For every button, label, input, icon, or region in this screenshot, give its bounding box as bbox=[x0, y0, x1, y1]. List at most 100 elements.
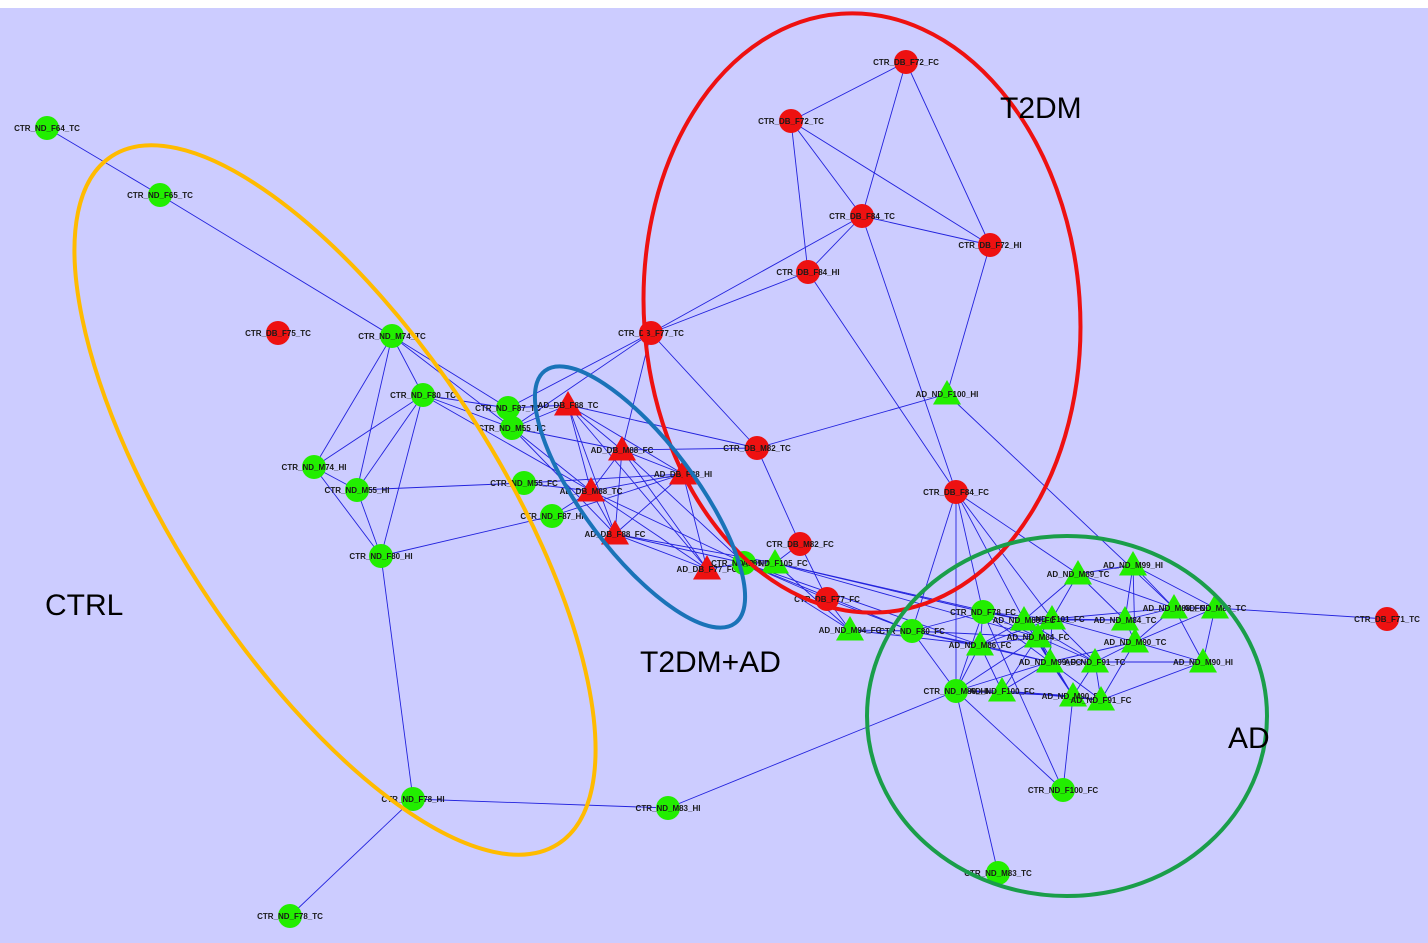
group-ellipse bbox=[641, 11, 1083, 615]
node-label: CTR_DB_F75_TC bbox=[245, 329, 311, 338]
node-ad-nd-m83-tc[interactable]: AD_ND_M83_TC bbox=[1184, 594, 1247, 619]
triangle-node-shape bbox=[1119, 551, 1147, 576]
node-ctr-db-f84-hi[interactable]: CTR_DB_F84_HI bbox=[776, 260, 840, 284]
node-ctr-nd-m89-hi[interactable]: CTR_ND_M89_HI bbox=[924, 679, 989, 703]
node-label: CTR_ND_F87_TC bbox=[475, 404, 541, 413]
circle-node-shape bbox=[512, 471, 536, 495]
edge bbox=[861, 61, 907, 217]
node-label: CTR_DB_F84_FC bbox=[923, 488, 989, 497]
node-label: CTR_DB_M82_TC bbox=[723, 444, 791, 453]
node-ctr-db-f72-hi[interactable]: CTR_DB_F72_HI bbox=[958, 233, 1022, 257]
node-ctr-nd-f80-tc[interactable]: CTR_ND_F80_TC bbox=[390, 383, 456, 407]
node-ctr-db-f75-tc[interactable]: CTR_DB_F75_TC bbox=[245, 321, 311, 345]
node-ad-nd-m94-fc[interactable]: AD_ND_M94_FC bbox=[819, 616, 882, 641]
node-label: CTR_ND_F78_HI bbox=[381, 795, 444, 804]
edge bbox=[667, 690, 957, 809]
node-ad-db-m88-fc[interactable]: AD_DB_M88_FC bbox=[591, 436, 654, 461]
circle-node-shape bbox=[266, 321, 290, 345]
node-ad-nd-f105-fc[interactable]: AD_ND_F105_FC bbox=[742, 549, 808, 574]
node-layer: CTR_ND_F64_TC CTR_ND_F65_TC CTR_DB_F75_TC C… bbox=[14, 50, 1420, 928]
node-ad-nd-m99-fc[interactable]: AD_ND_M99_FC bbox=[1019, 648, 1082, 673]
node-label: AD_DB_M88_TC bbox=[560, 487, 623, 496]
node-ad-db-m88-tc[interactable]: AD_DB_M88_TC bbox=[560, 477, 623, 502]
edge bbox=[356, 482, 525, 491]
edge bbox=[682, 473, 708, 570]
node-ctr-db-f84-fc[interactable]: CTR_DB_F84_FC bbox=[923, 480, 989, 504]
node-ctr-db-m82-tc[interactable]: CTR_DB_M82_TC bbox=[723, 436, 791, 460]
node-ad-nd-m83-fc[interactable]: AD_ND_M83_FC bbox=[1143, 594, 1206, 619]
node-ctr-nd-m55-fc[interactable]: CTR_ND_M55_FC bbox=[490, 471, 558, 495]
circle-node-shape bbox=[302, 455, 326, 479]
edge bbox=[982, 611, 1051, 663]
node-ctr-nd-m55-hi[interactable]: CTR_ND_M55_HI bbox=[325, 478, 390, 502]
node-label: AD_ND_M94_FC bbox=[819, 626, 882, 635]
circle-node-shape bbox=[278, 904, 302, 928]
node-label: CTR_ND_M74_HI bbox=[282, 463, 347, 472]
node-ctr-nd-f80-hi[interactable]: CTR_ND_F80_HI bbox=[349, 544, 413, 568]
node-ad-nd-m90-tc[interactable]: AD_ND_M90_TC bbox=[1104, 628, 1167, 653]
node-ad-nd-m90-hi[interactable]: AD_ND_M90_HI bbox=[1173, 648, 1233, 673]
node-ctr-nd-m74-hi[interactable]: CTR_ND_M74_HI bbox=[282, 455, 347, 479]
node-ad-nd-m86-fc[interactable]: AD_ND_M86_FC bbox=[949, 631, 1012, 656]
node-ctr-nd-f78-hi[interactable]: CTR_ND_F78_HI bbox=[381, 787, 445, 811]
triangle-node-shape bbox=[988, 677, 1016, 702]
triangle-node-shape bbox=[933, 380, 961, 405]
edge bbox=[313, 466, 382, 557]
node-ctr-nd-m83-tc[interactable]: CTR_ND_M83_TC bbox=[964, 861, 1032, 885]
node-ctr-nd-f65-tc[interactable]: CTR_ND_F65_TC bbox=[127, 183, 193, 207]
circle-node-shape bbox=[496, 396, 520, 420]
node-ctr-nd-f78-tc[interactable]: CTR_ND_F78_TC bbox=[257, 904, 323, 928]
node-ctr-db-f72-fc[interactable]: CTR_DB_F72_FC bbox=[873, 50, 939, 74]
node-label: CTR_ND_F80_FC bbox=[879, 627, 945, 636]
node-ctr-db-m82-fc[interactable]: CTR_DB_M82_FC bbox=[766, 532, 834, 556]
circle-node-shape bbox=[944, 480, 968, 504]
node-ad-nd-m99-hi[interactable]: AD_ND_M99_HI bbox=[1103, 551, 1163, 576]
node-ad-nd-f101-fc[interactable]: AD_ND_F101_FC bbox=[1019, 605, 1085, 630]
node-ctr-nd-f78-fc[interactable]: CTR_ND_F78_FC bbox=[950, 600, 1016, 624]
node-ad-nd-f100-fc[interactable]: AD_ND_F100_FC bbox=[969, 677, 1035, 702]
triangle-node-shape bbox=[1121, 628, 1149, 653]
node-ctr-nd-f80-fc[interactable]: CTR_ND_F80_FC bbox=[879, 619, 945, 643]
node-ad-nd-f91-fc[interactable]: AD_ND_F91_FC bbox=[1071, 686, 1132, 711]
node-ctr-nd-f87-[interactable]: CTR_ND_F87_TC bbox=[475, 396, 541, 420]
node-ctr-nd-m55-1[interactable]: CTR_ND_M55_TC bbox=[478, 416, 546, 440]
node-label: CTR_ND_F80_HI bbox=[349, 552, 412, 561]
edge bbox=[946, 244, 991, 395]
node-ctr-db-f84-tc[interactable]: CTR_DB_F84_TC bbox=[829, 204, 895, 228]
node-ctr-db-f71-tc[interactable]: CTR_DB_F71_TC bbox=[1354, 607, 1420, 631]
group-ellipse bbox=[865, 534, 1269, 898]
edge bbox=[380, 394, 424, 557]
node-label: CTR_ND_F78_FC bbox=[950, 608, 1016, 617]
triangle-node-shape bbox=[1081, 648, 1109, 673]
edge bbox=[567, 404, 592, 492]
node-ctr-db-f72-tc[interactable]: CTR_DB_F72_TC bbox=[758, 109, 824, 133]
node-ad-nd-m90-fc[interactable]: AD_ND_M90_FC bbox=[1042, 682, 1105, 707]
node-ad-nd-m89-fc[interactable]: AD_ND_M89_FC bbox=[993, 606, 1056, 631]
node-label: AD_DB_M88_FC bbox=[591, 446, 654, 455]
node-ad-db-f77-fc[interactable]: AD_DB_F77_FC bbox=[677, 555, 738, 580]
node-ctr-nd-f100-fc[interactable]: CTR_ND_F100_FC bbox=[1028, 778, 1098, 802]
edge bbox=[807, 271, 957, 493]
node-ctr-nd-m74-tc[interactable]: CTR_ND_M74_TC bbox=[358, 324, 426, 348]
edge bbox=[807, 215, 863, 273]
node-ad-nd-m84-tc[interactable]: AD_ND_M84_TC bbox=[1094, 606, 1157, 631]
edge bbox=[982, 611, 1064, 791]
triangle-node-shape bbox=[1189, 648, 1217, 673]
edge bbox=[621, 449, 708, 570]
triangle-node-shape bbox=[1201, 594, 1229, 619]
edge bbox=[621, 449, 745, 564]
edge bbox=[590, 490, 745, 564]
node-ctr-nd-m83-hi[interactable]: CTR_ND_M83_HI bbox=[636, 796, 701, 820]
node-ad-nd-m84-fc[interactable]: AD_ND_M84_FC bbox=[1007, 623, 1070, 648]
node-ctr-nd-f87-hi[interactable]: CTR_ND_F87_HI bbox=[520, 504, 584, 528]
node-ad-db-f88-tc[interactable]: AD_DB_F88_TC bbox=[538, 391, 599, 416]
node-ad-nd-f91-tc[interactable]: AD_ND_F91_TC bbox=[1065, 648, 1126, 673]
node-ad-db-f88-fc[interactable]: AD_DB_F88_FC bbox=[585, 520, 646, 545]
node-ad-nd-m89-tc[interactable]: AD_ND_M89_TC bbox=[1047, 560, 1110, 585]
node-label: CTR_ND_F80_TC bbox=[390, 391, 456, 400]
node-label: CTR_ND_M83_TC bbox=[964, 869, 1032, 878]
node-ctr-nd-f64-tc[interactable]: CTR_ND_F64_TC bbox=[14, 116, 80, 140]
node-ad-nd-f100-hi[interactable]: AD_ND_F100_HI bbox=[916, 380, 979, 405]
triangle-node-shape bbox=[836, 616, 864, 641]
